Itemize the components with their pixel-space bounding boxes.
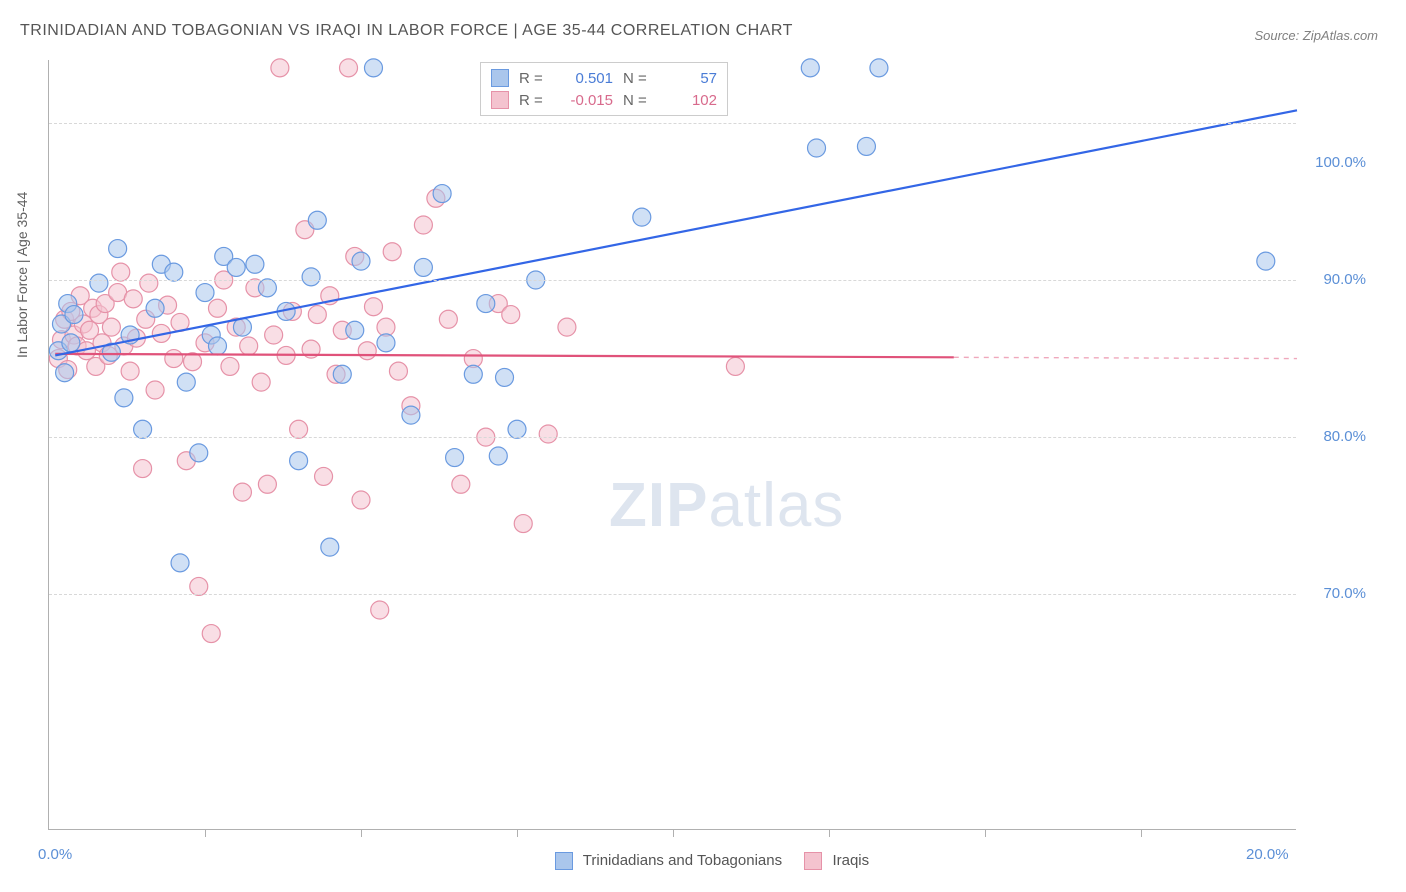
y-tick-label: 80.0% <box>1308 428 1366 445</box>
r-label: R = <box>519 92 547 109</box>
correlation-legend: R = 0.501 N = 57 R = -0.015 N = 102 <box>480 62 728 116</box>
n-value-iraqi: 102 <box>661 92 717 109</box>
legend-swatch-iraqi <box>491 91 509 109</box>
n-value-trinidadian: 57 <box>661 70 717 87</box>
y-tick-label: 90.0% <box>1308 271 1366 288</box>
chart-container: TRINIDADIAN AND TOBAGONIAN VS IRAQI IN L… <box>0 0 1406 892</box>
legend-row-trinidadian: R = 0.501 N = 57 <box>491 67 717 89</box>
plot-area: ZIPatlas <box>48 60 1296 830</box>
r-value-iraqi: -0.015 <box>557 92 613 109</box>
y-tick-label: 100.0% <box>1308 154 1366 171</box>
r-value-trinidadian: 0.501 <box>557 70 613 87</box>
y-axis-label: In Labor Force | Age 35-44 <box>14 192 30 358</box>
r-label: R = <box>519 70 547 87</box>
legend-swatch-trinidadian <box>491 69 509 87</box>
legend-swatch-iraqi-bottom <box>804 852 822 870</box>
x-tick-label: 20.0% <box>1246 846 1289 863</box>
legend-swatch-trinidadian-bottom <box>555 852 573 870</box>
n-label: N = <box>623 92 651 109</box>
n-label: N = <box>623 70 651 87</box>
scatter-plot-svg <box>49 60 1296 829</box>
chart-title: TRINIDADIAN AND TOBAGONIAN VS IRAQI IN L… <box>20 22 793 40</box>
x-tick-label: 0.0% <box>38 846 72 863</box>
legend-label-trinidadian: Trinidadians and Tobagonians <box>583 852 782 869</box>
legend-label-iraqi: Iraqis <box>832 852 869 869</box>
y-tick-label: 70.0% <box>1308 585 1366 602</box>
series-legend: Trinidadians and Tobagonians Iraqis <box>0 852 1406 870</box>
source-attribution: Source: ZipAtlas.com <box>1254 28 1378 43</box>
legend-row-iraqi: R = -0.015 N = 102 <box>491 89 717 111</box>
